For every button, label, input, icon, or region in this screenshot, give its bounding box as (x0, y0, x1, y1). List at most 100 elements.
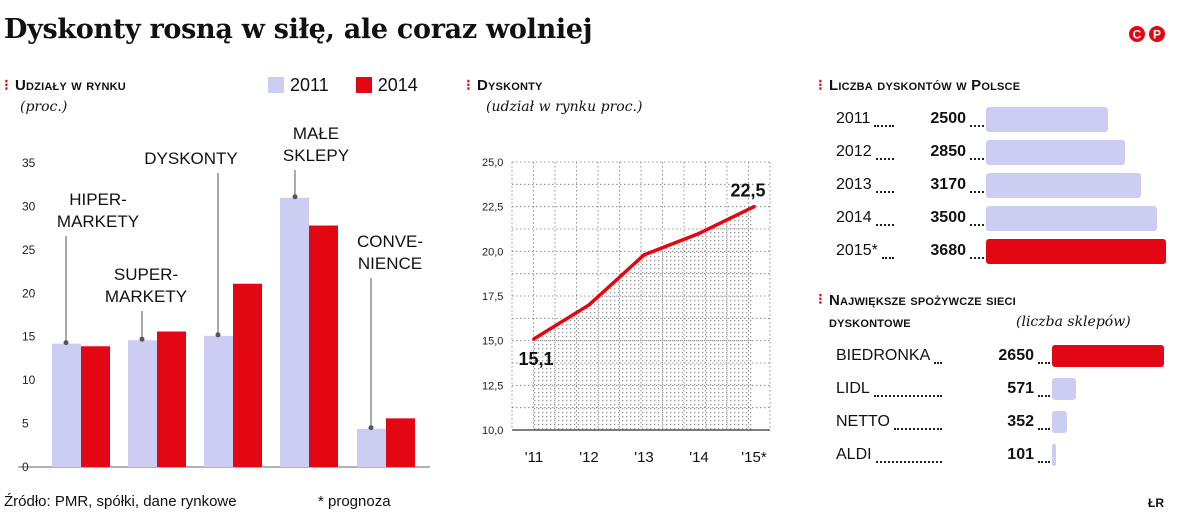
bar-2011 (52, 343, 81, 467)
leader-dots (876, 224, 894, 226)
y-tick-label: 10,0 (482, 425, 503, 437)
row-value: 352 (1007, 413, 1034, 430)
leader-dots-tail (970, 257, 984, 259)
logo-icon: C P (1129, 26, 1165, 42)
bar-row: LIDL 571 (836, 375, 1176, 408)
bullet-icon: ⁝ (818, 77, 823, 94)
row-label: ALDI (836, 446, 872, 463)
y-tick-label: 20 (22, 286, 36, 300)
x-tick-label: '13 (634, 449, 654, 466)
y-tick-label: 15 (22, 330, 36, 344)
y-tick-label: 30 (22, 199, 36, 213)
row-value: 571 (1007, 380, 1034, 397)
leader-dots (876, 461, 942, 463)
bar-row: BIEDRONKA 2650 (836, 342, 1176, 375)
y-tick-label: 17,5 (482, 291, 503, 303)
leader-dot (139, 336, 145, 342)
bar-group: HIPER-MARKETY (52, 190, 139, 467)
bar-2014 (81, 346, 110, 467)
category-label: MAŁE SKLEPY (283, 124, 349, 165)
leader-dots-tail (970, 191, 984, 193)
leader-dots-tail (1038, 395, 1050, 397)
row-value: 2850 (930, 143, 966, 160)
market-share-title: ⁝ Udziały w rynku (4, 76, 126, 94)
bar-2014 (157, 331, 186, 467)
leader-dot (215, 332, 221, 338)
bar-row: 2012 2850 (836, 139, 1176, 172)
row-label: NETTO (836, 413, 890, 430)
legend-label-2011: 2011 (290, 75, 329, 95)
x-tick-label: '15* (741, 449, 767, 466)
discount-count-title: ⁝ Liczba dyskontów w Polsce (818, 76, 1020, 94)
leader-dots (894, 428, 942, 430)
row-label: 2013 (836, 176, 872, 193)
bar (1052, 444, 1057, 466)
bar (986, 140, 1126, 165)
discount-share-title-text: Dyskonty (476, 77, 543, 94)
y-tick-label: 10 (22, 373, 36, 387)
bar-group: CONVE-NIENCE (357, 232, 423, 467)
data-point (587, 303, 591, 307)
legend-item-2011: 2011 (268, 75, 329, 95)
bar-group: DYSKONTY (144, 149, 262, 467)
source-note: Źródło: PMR, spółki, dane rynkowe (4, 493, 237, 510)
bar (986, 206, 1158, 231)
x-tick-label: '12 (579, 449, 599, 466)
row-label: LIDL (836, 380, 870, 397)
leader-dots-tail (1038, 461, 1050, 463)
leader-dots-tail (970, 125, 984, 127)
data-label-end: 22,5 (730, 181, 765, 201)
chains-title: ⁝ Największe spożywcze sieci dyskontowe (818, 290, 1099, 334)
leader-dot (292, 194, 298, 200)
chains-subtitle: (liczba sklepów) (1016, 314, 1131, 330)
bar-row: NETTO 352 (836, 408, 1176, 441)
y-tick-label: 25 (22, 243, 36, 257)
legend-swatch-2011 (268, 77, 284, 93)
bar-2014 (309, 225, 338, 467)
data-point (697, 231, 701, 236)
discount-share-title: ⁝ Dyskonty (466, 76, 543, 94)
x-tick-label: '14 (689, 449, 709, 466)
bar-highlight (986, 239, 1166, 264)
leader-dots-tail (970, 158, 984, 160)
bar-highlight (1052, 345, 1164, 367)
market-share-subtitle: (proc.) (20, 99, 68, 115)
credit: ŁR (1148, 496, 1164, 510)
leader-dots (876, 158, 894, 160)
discount-share-chart: 10,0 12,5 15,0 17,5 20,0 22,5 25,0 '11 '12 '13 '14… (482, 157, 771, 466)
row-label: 2015* (836, 242, 878, 259)
legend-swatch-2014 (355, 77, 372, 93)
row-value: 3500 (930, 209, 966, 226)
bar-2011 (280, 197, 309, 467)
x-tick-label: '11 (525, 449, 543, 466)
data-point (752, 204, 756, 209)
category-label: HIPER-MARKETY (57, 190, 139, 231)
bar-row: 2015* 3680 (836, 238, 1176, 271)
svg-text:P: P (1153, 28, 1161, 42)
discount-share-subtitle: (udział w rynku proc.) (486, 99, 643, 115)
chains-title-text: Największe spożywcze sieci dyskontowe (828, 292, 1016, 331)
row-value: 3680 (930, 242, 966, 259)
data-point (642, 253, 646, 257)
row-value: 101 (1007, 446, 1034, 463)
row-value: 2500 (930, 110, 966, 127)
y-tick-label: 0 (22, 460, 29, 474)
bar (1052, 411, 1067, 433)
category-label: CONVE-NIENCE (357, 232, 423, 273)
leader-dots-tail (1038, 428, 1050, 430)
data-point (532, 337, 536, 341)
bar-2014 (386, 418, 415, 467)
bar-2011 (204, 335, 233, 467)
bar-row: 2014 3500 (836, 205, 1176, 238)
svg-text:C: C (1133, 28, 1142, 42)
leader-dots (874, 395, 942, 397)
bullet-icon: ⁝ (818, 291, 823, 308)
y-tick-label: 15,0 (482, 336, 503, 348)
data-label-start: 15,1 (518, 349, 553, 369)
category-label: SUPER-MARKETY (105, 265, 187, 306)
leader-dots-tail (970, 224, 984, 226)
y-tick-label: 22,5 (482, 202, 503, 214)
bar (986, 173, 1142, 198)
chains-chart: BIEDRONKA 2650 LIDL 571 NETTO 352 ALDI 101 (836, 342, 1176, 482)
bar-row: ALDI 101 (836, 441, 1176, 474)
